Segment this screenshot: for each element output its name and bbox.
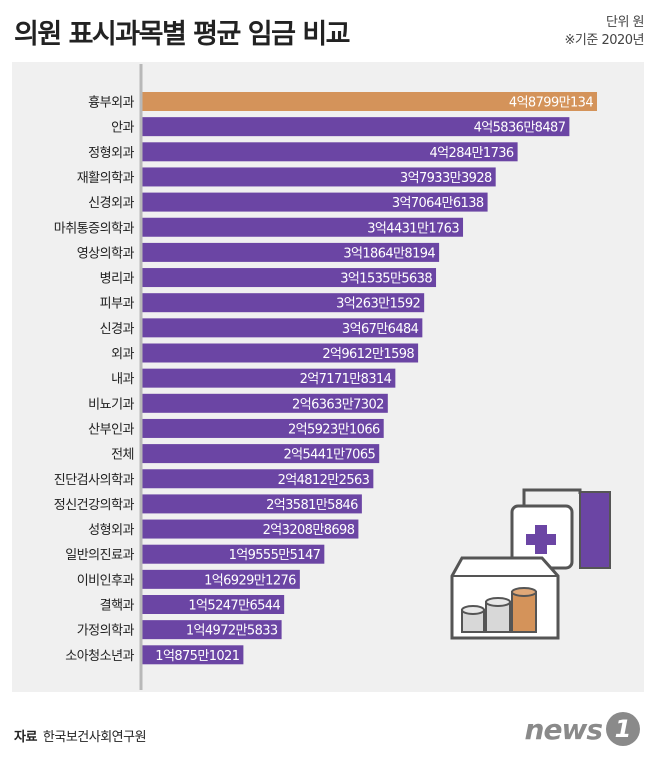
- logo-text: news: [524, 712, 603, 746]
- category-label: 영상의학과: [77, 246, 135, 261]
- news1-logo: news 1: [525, 712, 640, 746]
- bar: [142, 117, 570, 137]
- source-label: 자료: [14, 730, 37, 745]
- value-label: 3억1864만8194: [343, 246, 435, 261]
- category-label: 피부과: [100, 297, 135, 312]
- logo-mark: 1: [606, 712, 640, 746]
- category-label: 신경과: [100, 322, 135, 337]
- bar: [142, 494, 362, 514]
- bar: [142, 368, 396, 388]
- bar: [142, 268, 437, 288]
- category-label: 진단검사의학과: [54, 473, 135, 488]
- bar: [142, 217, 464, 237]
- value-label: 1억5247만6544: [188, 599, 280, 614]
- value-label: 1억4972만5833: [186, 624, 278, 639]
- source-note: 자료 한국보건사회연구원: [14, 726, 147, 745]
- category-label: 재활의학과: [77, 171, 135, 186]
- cross-icon: [526, 525, 556, 554]
- category-label: 흉부외과: [88, 96, 134, 111]
- chart-title: 의원 표시과목별 평균 임금 비교: [14, 19, 351, 50]
- value-label: 2억7171만8314: [300, 372, 392, 387]
- value-label: 3억67만6484: [342, 322, 419, 337]
- category-label: 소아청소년과: [65, 649, 134, 664]
- category-label: 병리과: [100, 272, 135, 287]
- value-label: 4억284만1736: [430, 146, 514, 161]
- category-label: 외과: [111, 347, 134, 362]
- bar: [142, 444, 380, 464]
- value-label: 2억6363만7302: [292, 397, 384, 412]
- category-label: 일반의진료과: [65, 548, 134, 563]
- bar-chart: 흉부외과 4억8799만134 안과 4억5836만8487 정형외과 4억284만173…: [54, 64, 611, 690]
- value-label: 1억9555만5147: [229, 548, 321, 563]
- value-label: 2억5441만7065: [283, 448, 375, 463]
- source-org: 한국보건사회연구원: [42, 730, 147, 745]
- bar: [142, 595, 285, 614]
- coin-stacks: [461, 587, 537, 633]
- unit-note: 단위 원 ※기준 2020년: [565, 14, 645, 50]
- clinic-sign-and-coins-illustration: [450, 488, 611, 640]
- bar: [142, 393, 388, 413]
- value-label: 3억7064만6138: [392, 196, 484, 211]
- category-label: 정신건강의학과: [54, 498, 135, 513]
- bar: [142, 343, 419, 363]
- bar: [142, 645, 244, 665]
- category-label: 전체: [111, 448, 134, 463]
- category-label: 내과: [111, 372, 134, 387]
- value-label: 1억875만1021: [155, 649, 239, 664]
- bar: [142, 293, 425, 313]
- bar: [142, 167, 496, 187]
- value-label: 2억3208만8698: [263, 523, 355, 538]
- wall-panel: [579, 491, 611, 569]
- bar: [142, 92, 597, 111]
- category-label: 이비인후과: [77, 573, 135, 588]
- category-label: 산부인과: [88, 422, 134, 437]
- unit-label: 단위 원: [605, 15, 645, 30]
- bar: [142, 569, 300, 589]
- bar: [142, 418, 384, 438]
- bar: [142, 142, 518, 162]
- bar: [142, 318, 423, 338]
- value-label: 3억7933만3928: [400, 171, 492, 186]
- value-label: 2억4812만2563: [278, 473, 370, 488]
- value-label: 2억9612만1598: [322, 347, 414, 362]
- category-label: 가정의학과: [77, 624, 135, 639]
- value-label: 3억263만1592: [336, 297, 420, 312]
- value-label: 1억6929만1276: [204, 573, 296, 588]
- value-label: 2억5923만1066: [288, 422, 380, 437]
- bar: [142, 469, 374, 489]
- category-label: 안과: [111, 121, 134, 136]
- category-label: 성형외과: [88, 523, 134, 538]
- category-label: 결핵과: [100, 599, 135, 614]
- value-label: 2억3581만5846: [266, 498, 358, 513]
- chart-panel: 흉부외과 4억8799만134 안과 4억5836만8487 정형외과 4억284만173…: [12, 62, 644, 692]
- value-label: 3억4431만1763: [367, 221, 459, 236]
- value-label: 3억1535만5638: [340, 272, 432, 287]
- bars-layer: 흉부외과 4억8799만134 안과 4억5836만8487 정형외과 4억284만173…: [54, 92, 597, 665]
- value-label: 4억5836만8487: [474, 121, 566, 136]
- category-label: 신경외과: [88, 196, 134, 211]
- category-label: 정형외과: [88, 146, 134, 161]
- bar: [142, 519, 359, 539]
- bar: [142, 192, 488, 212]
- base-year-label: ※기준 2020년: [564, 33, 645, 48]
- value-label: 4억8799만134: [509, 96, 593, 111]
- bar: [142, 242, 440, 262]
- category-label: 마취통증의학과: [54, 221, 135, 236]
- bar: [142, 620, 282, 640]
- category-label: 비뇨기과: [88, 397, 134, 412]
- bar: [142, 544, 325, 564]
